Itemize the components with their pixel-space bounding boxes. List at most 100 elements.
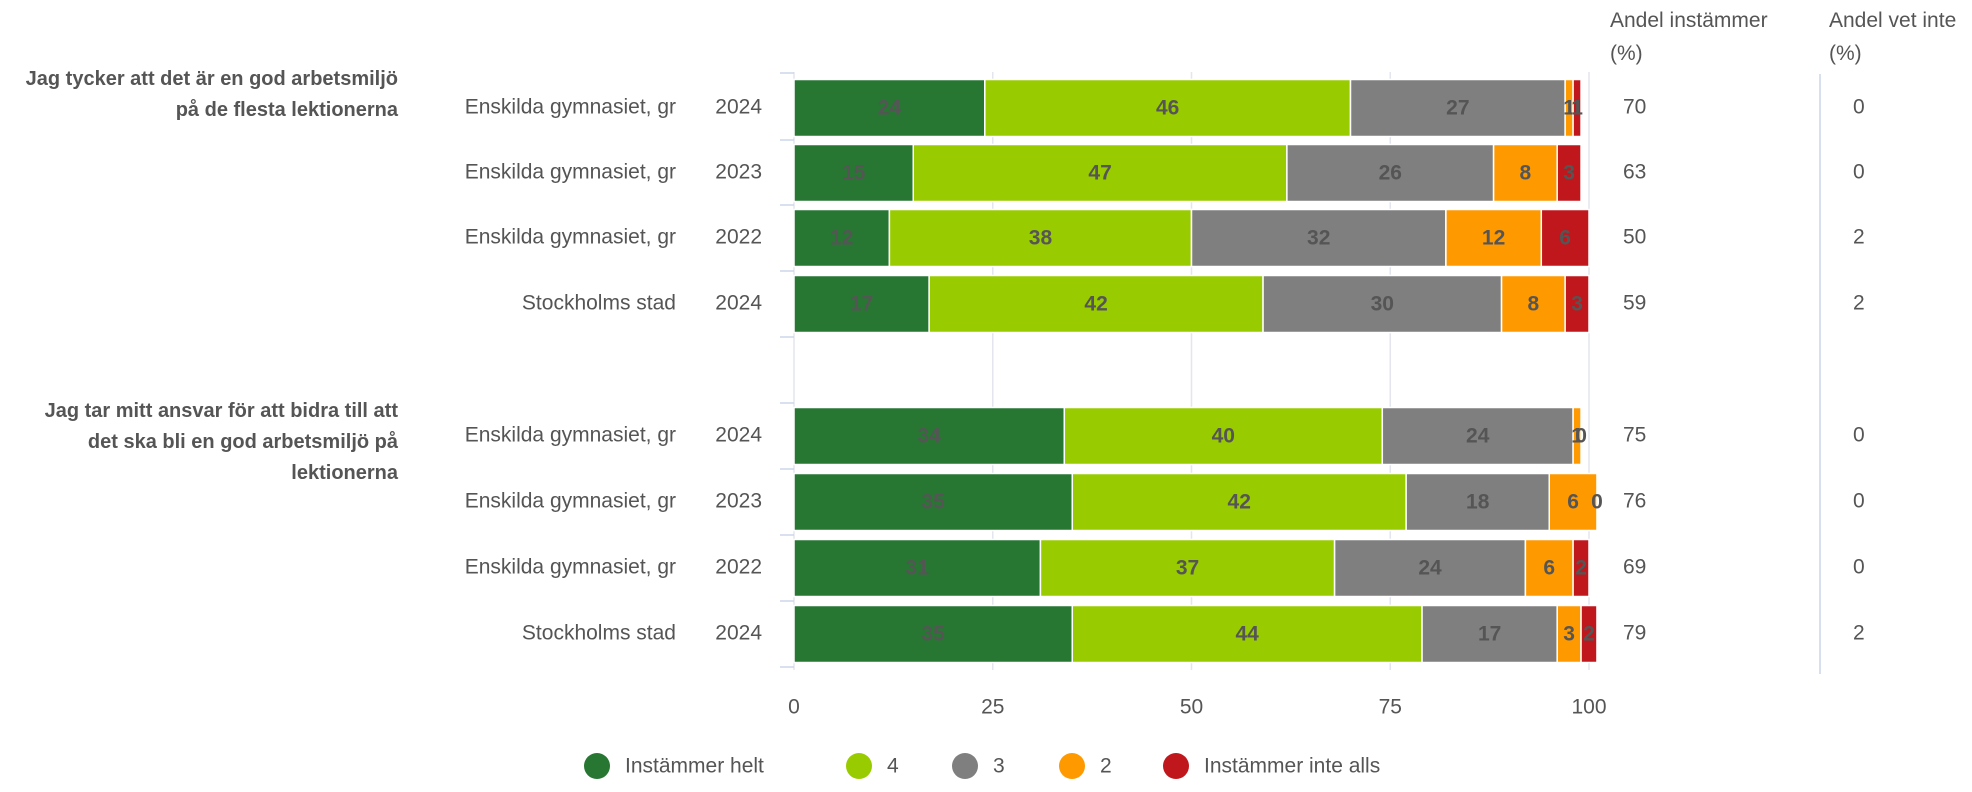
column-header: Andel instämmer (%) [1610, 9, 1768, 65]
bar-segment [1564, 274, 1590, 334]
bar-segment [1381, 406, 1574, 466]
data-label: 15 [842, 162, 866, 185]
legend-label: Instämmer helt [625, 755, 764, 778]
column-value: 50 [1623, 226, 1646, 249]
row-year: 2023 [715, 161, 762, 184]
data-label: 6 [1543, 557, 1555, 580]
column-value: 59 [1623, 292, 1646, 315]
x-tick-label: 100 [1571, 696, 1606, 719]
bar-segment [1572, 78, 1582, 138]
bar-segment [793, 208, 891, 268]
column-value: 2 [1853, 226, 1865, 249]
data-label: 35 [921, 623, 945, 646]
data-label: 47 [1088, 162, 1111, 185]
data-label: 32 [1307, 227, 1330, 250]
bar-segment [1540, 208, 1590, 268]
data-label: 31 [906, 557, 930, 580]
data-label: 46 [1156, 97, 1179, 120]
legend-label: 4 [887, 755, 899, 778]
legend-marker [584, 753, 610, 779]
bar-segment [888, 208, 1193, 268]
data-label: 27 [1446, 97, 1469, 120]
column-value: 2 [1853, 292, 1865, 315]
data-label: 8 [1520, 162, 1532, 185]
row-label: Enskilda gymnasiet, gr [465, 556, 676, 579]
data-label: 17 [850, 293, 873, 316]
data-label: 38 [1029, 227, 1053, 250]
bar-segment [1349, 78, 1566, 138]
bar-segment [912, 143, 1288, 203]
data-label: 12 [830, 227, 853, 250]
data-label: 17 [1478, 623, 1501, 646]
bar-segment [1500, 274, 1566, 334]
row-year: 2024 [715, 622, 762, 645]
row-year: 2022 [715, 226, 762, 249]
data-label: 1 [1571, 97, 1583, 120]
legend-label: 2 [1100, 755, 1112, 778]
bar-segment [793, 274, 930, 334]
x-tick-label: 0 [788, 696, 800, 719]
data-label: 18 [1466, 491, 1490, 514]
row-label: Enskilda gymnasiet, gr [465, 96, 676, 119]
bar-segment [1556, 143, 1582, 203]
data-label: 44 [1235, 623, 1259, 646]
column-value: 2 [1853, 622, 1865, 645]
data-label: 0 [1591, 491, 1603, 514]
column-value: 0 [1853, 556, 1865, 579]
x-tick-label: 50 [1180, 696, 1203, 719]
data-label: 24 [878, 97, 902, 120]
bar-segment [1572, 406, 1582, 466]
bar-segment [1445, 208, 1543, 268]
row-year: 2022 [715, 556, 762, 579]
data-label: 1 [1563, 97, 1575, 120]
question-label: Jag tycker att det är en god arbetsmiljö… [25, 68, 398, 121]
data-label: 3 [1571, 293, 1583, 316]
bar-segment [1548, 472, 1598, 532]
legend-marker [1163, 753, 1189, 779]
legend-label: Instämmer inte alls [1204, 755, 1380, 778]
legend-marker [1059, 753, 1085, 779]
data-label: 3 [1563, 623, 1575, 646]
data-label: 37 [1176, 557, 1199, 580]
data-label: 42 [1228, 491, 1251, 514]
data-label: 12 [1482, 227, 1505, 250]
data-label: 35 [921, 491, 945, 514]
bar-segment [984, 78, 1352, 138]
row-label: Stockholms stad [522, 292, 676, 315]
data-label: 24 [1418, 557, 1442, 580]
data-label: 24 [1466, 425, 1490, 448]
bar-segment [793, 143, 914, 203]
x-tick-label: 75 [1379, 696, 1402, 719]
data-label: 6 [1567, 491, 1579, 514]
column-header: Andel vet inte (%) [1829, 9, 1957, 65]
bar-segment [1421, 604, 1558, 664]
data-label: 2 [1575, 557, 1587, 580]
bar-segment [1071, 604, 1423, 664]
bar-segment [1286, 143, 1495, 203]
bar-segment [793, 406, 1066, 466]
row-year: 2024 [715, 424, 762, 447]
row-label: Enskilda gymnasiet, gr [465, 161, 676, 184]
data-label: 1 [1571, 425, 1583, 448]
legend-marker [846, 753, 872, 779]
data-label: 8 [1528, 293, 1540, 316]
column-value: 0 [1853, 490, 1865, 513]
row-year: 2023 [715, 490, 762, 513]
column-value: 76 [1623, 490, 1646, 513]
question-label: Jag tar mitt ansvar för att bidra till a… [44, 400, 398, 484]
column-value: 75 [1623, 424, 1646, 447]
row-label: Stockholms stad [522, 622, 676, 645]
row-year: 2024 [715, 292, 762, 315]
column-value: 0 [1853, 424, 1865, 447]
row-label: Enskilda gymnasiet, gr [465, 424, 676, 447]
bar-segment [1572, 538, 1590, 598]
data-label: 34 [917, 425, 941, 448]
row-year: 2024 [715, 96, 762, 119]
bar-segment [793, 78, 986, 138]
data-label: 6 [1559, 227, 1571, 250]
data-label: 0 [1575, 425, 1587, 448]
bar-segment [1580, 604, 1598, 664]
legend-label: 3 [993, 755, 1005, 778]
